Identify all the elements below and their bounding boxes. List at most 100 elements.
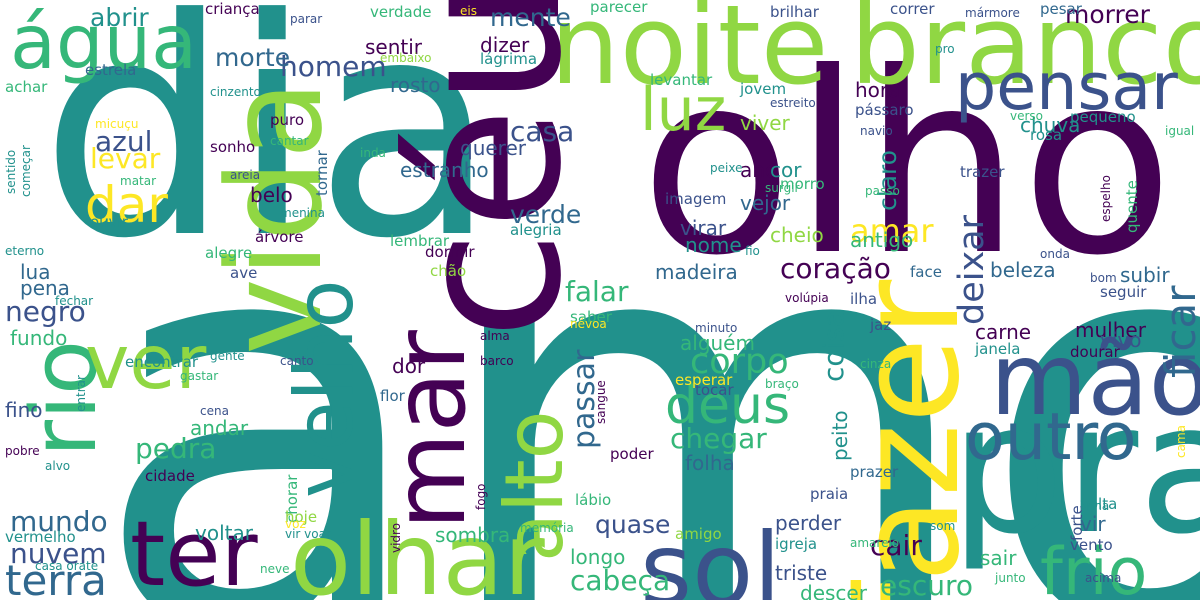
word-igual: igual bbox=[1165, 124, 1195, 138]
word-dar: dar bbox=[85, 176, 168, 234]
word-eis: eis bbox=[460, 4, 477, 18]
word-sonho: sonho bbox=[210, 138, 256, 156]
word-peito: peito bbox=[828, 410, 852, 461]
word-fino: fino bbox=[5, 398, 43, 422]
word-labio: lábio bbox=[575, 491, 612, 509]
word-voltar: voltar bbox=[195, 521, 253, 545]
word-amarelo: amarelo bbox=[850, 536, 900, 550]
word-estreito: estreito bbox=[770, 96, 816, 110]
word-areia: areia bbox=[230, 168, 261, 182]
word-mulher: mulher bbox=[1075, 318, 1146, 342]
word-sentido: sentido bbox=[4, 149, 18, 194]
word-sangue: sangue bbox=[594, 380, 608, 424]
word-ver: ver bbox=[85, 318, 207, 406]
word-pra: pra bbox=[950, 365, 1200, 574]
word-lagrima: lágrima bbox=[480, 50, 538, 68]
word-seguir: seguir bbox=[1100, 283, 1147, 301]
word-olhar: olhar bbox=[290, 501, 545, 600]
word-chao: chão bbox=[430, 262, 467, 280]
word-nevoa: névoa bbox=[570, 317, 607, 331]
word-branco: branco bbox=[850, 0, 1200, 109]
word-estrela: estrela bbox=[85, 61, 137, 79]
word-ouvir: ouvir bbox=[90, 213, 128, 231]
word-viver: viver bbox=[740, 111, 790, 135]
word-dor: dor bbox=[392, 354, 426, 378]
word-som: som bbox=[930, 519, 956, 533]
word-peixe: peixe bbox=[710, 161, 743, 175]
word-outro: outro bbox=[965, 400, 1137, 475]
word-quente: quente bbox=[1123, 180, 1141, 233]
word-cabeca: cabeça bbox=[570, 564, 671, 597]
word-antigo: antigo bbox=[850, 228, 914, 252]
word-chegar: chegar bbox=[670, 422, 767, 455]
word-levantar: levantar bbox=[650, 71, 713, 89]
word-negro: negro bbox=[5, 295, 86, 328]
word-pedra: pedra bbox=[135, 432, 217, 465]
word-passaro: pássaro bbox=[855, 101, 914, 119]
word-marmore: mármore bbox=[965, 6, 1020, 20]
word-verdade: verdade bbox=[370, 3, 432, 21]
word-cinzento: cinzento bbox=[210, 85, 261, 99]
word-olho: olho bbox=[640, 19, 1174, 310]
word-crianca: criança bbox=[205, 0, 260, 18]
word-rosto: rosto bbox=[390, 73, 441, 97]
word-volta: volta bbox=[1080, 495, 1118, 513]
word-abrir: abrir bbox=[90, 3, 149, 32]
word-carne: carne bbox=[975, 320, 1032, 344]
word-comecar: começar bbox=[19, 145, 33, 197]
word-dourar: dourar bbox=[1070, 343, 1120, 361]
word-casa-orate: casa orate bbox=[35, 559, 99, 573]
word-saber: saber bbox=[570, 308, 612, 326]
word-amigo: amigo bbox=[675, 525, 722, 543]
word-homem: homem bbox=[280, 50, 387, 83]
word-verde: verde bbox=[510, 200, 582, 229]
word-ilha: ilha bbox=[850, 290, 878, 308]
word-casa: casa bbox=[510, 115, 575, 148]
word-fundo: fundo bbox=[10, 326, 68, 350]
word-hoje: hoje bbox=[285, 508, 318, 526]
word-dia: dia bbox=[40, 0, 498, 304]
word-alguem: alguém bbox=[680, 331, 755, 355]
word-sair: sair bbox=[980, 546, 1017, 570]
word-pensar: pensar bbox=[955, 50, 1178, 125]
word-vir-voar: vir voar bbox=[285, 527, 331, 541]
word-flor: flor bbox=[380, 387, 405, 405]
word-pro: pro bbox=[935, 42, 955, 56]
word-barco: barco bbox=[480, 354, 514, 368]
word-espelho: espelho bbox=[1099, 175, 1113, 222]
word-chuva: chuva bbox=[1020, 113, 1081, 137]
word-frio: frio bbox=[1040, 535, 1148, 600]
word-morro: morro bbox=[780, 175, 825, 193]
word-ave: ave bbox=[230, 264, 258, 282]
word-esperar: esperar bbox=[675, 371, 733, 389]
word-parecer: parecer bbox=[590, 0, 648, 16]
word-igreja: igreja bbox=[775, 535, 818, 553]
word-pesar: pesar bbox=[1040, 0, 1082, 18]
word-brilhar: brilhar bbox=[770, 3, 819, 21]
word-arvore: árvore bbox=[255, 228, 304, 246]
word-face: face bbox=[910, 263, 942, 281]
word-coracao: coração bbox=[780, 252, 891, 285]
word-menina: menina bbox=[280, 206, 325, 220]
word-lembrar: lembrar bbox=[390, 232, 450, 250]
word-tocar: tocar bbox=[695, 381, 734, 399]
word-linha: linha bbox=[1080, 499, 1110, 513]
word-estranho: estranho bbox=[400, 158, 489, 182]
word-matar: matar bbox=[120, 174, 157, 188]
word-cena: cena bbox=[200, 404, 229, 418]
word-micucu: micuçu bbox=[95, 117, 139, 131]
word-nome: nome bbox=[685, 233, 742, 257]
word-sentir: sentir bbox=[365, 35, 423, 59]
word-cair: cair bbox=[870, 529, 922, 562]
word-dormir: dormir bbox=[425, 243, 475, 261]
word-gente: gente bbox=[210, 349, 245, 363]
word-cantar: cantar bbox=[270, 134, 309, 148]
word-surgir: surgir bbox=[765, 181, 800, 195]
word-perder: perder bbox=[775, 511, 842, 535]
word-belo: belo bbox=[250, 183, 293, 207]
word-morte: morte bbox=[215, 43, 291, 72]
word-amar: amar bbox=[850, 212, 934, 250]
word-encontrar: encontrar bbox=[125, 353, 199, 371]
word-vidro: vidro bbox=[389, 522, 403, 553]
